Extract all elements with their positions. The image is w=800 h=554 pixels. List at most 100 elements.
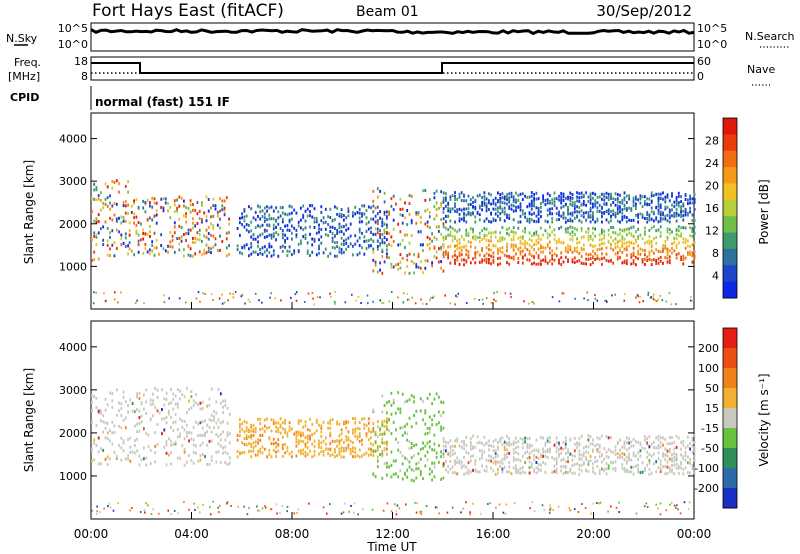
power-cell [598,243,601,247]
power-speckle [355,299,357,302]
velocity-cell [664,472,667,476]
velocity-cell [324,436,327,440]
power-speckle [649,296,652,299]
power-cell [659,213,662,217]
velocity-speckle [531,501,534,504]
velocity-cell [662,465,664,469]
power-cell [478,260,481,264]
velocity-cell [404,471,406,475]
power-cell [149,248,151,252]
power-cell [178,224,181,228]
power-cell [571,213,574,217]
power-cell [388,212,390,216]
velocity-speckle [396,504,399,507]
velocity-cell [562,457,565,461]
velocity-cell [297,439,300,443]
velocity-cell [605,472,608,476]
velocity-cell [320,450,323,454]
velocity-cell [399,410,402,414]
power-cell [625,201,628,204]
power-cell [653,251,655,255]
velocity-cell [224,461,227,465]
velocity-cell [406,438,409,442]
power-cell [343,214,345,217]
velocity-cell [530,465,533,469]
power-cell [315,253,318,257]
power-cell [442,196,445,200]
power-cell [666,227,669,231]
power-cell [192,208,194,212]
power-cell [241,216,243,220]
velocity-cell [327,421,329,425]
power-cell [288,218,291,222]
power-cell [659,250,662,254]
power-cell [361,204,363,208]
velocity-cbar-swatch [723,408,737,429]
velocity-cell [386,401,388,405]
velocity-cbar-tick: -50 [701,442,719,455]
power-cell [171,234,174,238]
power-cell [483,198,486,202]
power-cell [675,200,678,204]
velocity-cell [594,456,597,459]
power-cell [521,209,524,213]
power-cell [666,247,669,251]
power-cell [569,245,572,249]
power-cell [354,205,357,209]
power-cell [657,211,660,215]
power-cell [388,210,390,214]
power-cell [687,251,689,255]
power-cell [142,199,145,203]
power-cell [194,208,197,212]
velocity-cell [288,452,291,456]
velocity-cell [614,467,617,470]
power-cell [137,221,140,225]
power-cell [386,231,388,235]
power-cell [225,196,228,200]
velocity-cell [682,468,685,471]
velocity-cell [165,463,168,467]
power-cell [530,245,533,249]
power-cell [659,210,662,214]
velocity-cell [106,403,109,407]
power-cell [488,253,490,257]
velocity-cell [149,402,152,406]
velocity-cell [476,435,479,439]
velocity-cell [506,441,508,445]
power-cell [641,195,644,199]
power-cell [567,244,569,248]
power-cell [571,238,574,242]
power-cell [478,235,481,239]
velocity-cell [625,460,628,463]
velocity-cell [215,411,218,415]
power-ytick-label: 1000 [59,260,87,273]
power-speckle [120,291,122,294]
power-cell [428,226,431,230]
velocity-cell [630,470,633,474]
velocity-cell [483,435,486,439]
velocity-speckle [322,506,325,509]
velocity-cell [675,453,678,456]
velocity-cell [143,407,145,411]
velocity-cell [578,437,581,441]
velocity-speckle [469,511,471,514]
power-cell [176,198,178,202]
power-cell [537,197,540,201]
power-cell [648,239,651,243]
velocity-cell [560,451,563,455]
power-cell [205,243,208,247]
power-cell [417,213,420,216]
velocity-cell [445,445,447,448]
power-cell [438,206,440,210]
velocity-cell [372,450,375,454]
velocity-cell [228,461,231,465]
velocity-cell [297,430,300,434]
power-cell [91,238,93,242]
velocity-cell [354,430,357,434]
velocity-cell [426,450,429,454]
power-cell [106,204,109,208]
velocity-cell [641,446,644,450]
power-speckle [454,303,456,306]
power-cell [144,210,147,214]
power-cell [164,201,167,205]
